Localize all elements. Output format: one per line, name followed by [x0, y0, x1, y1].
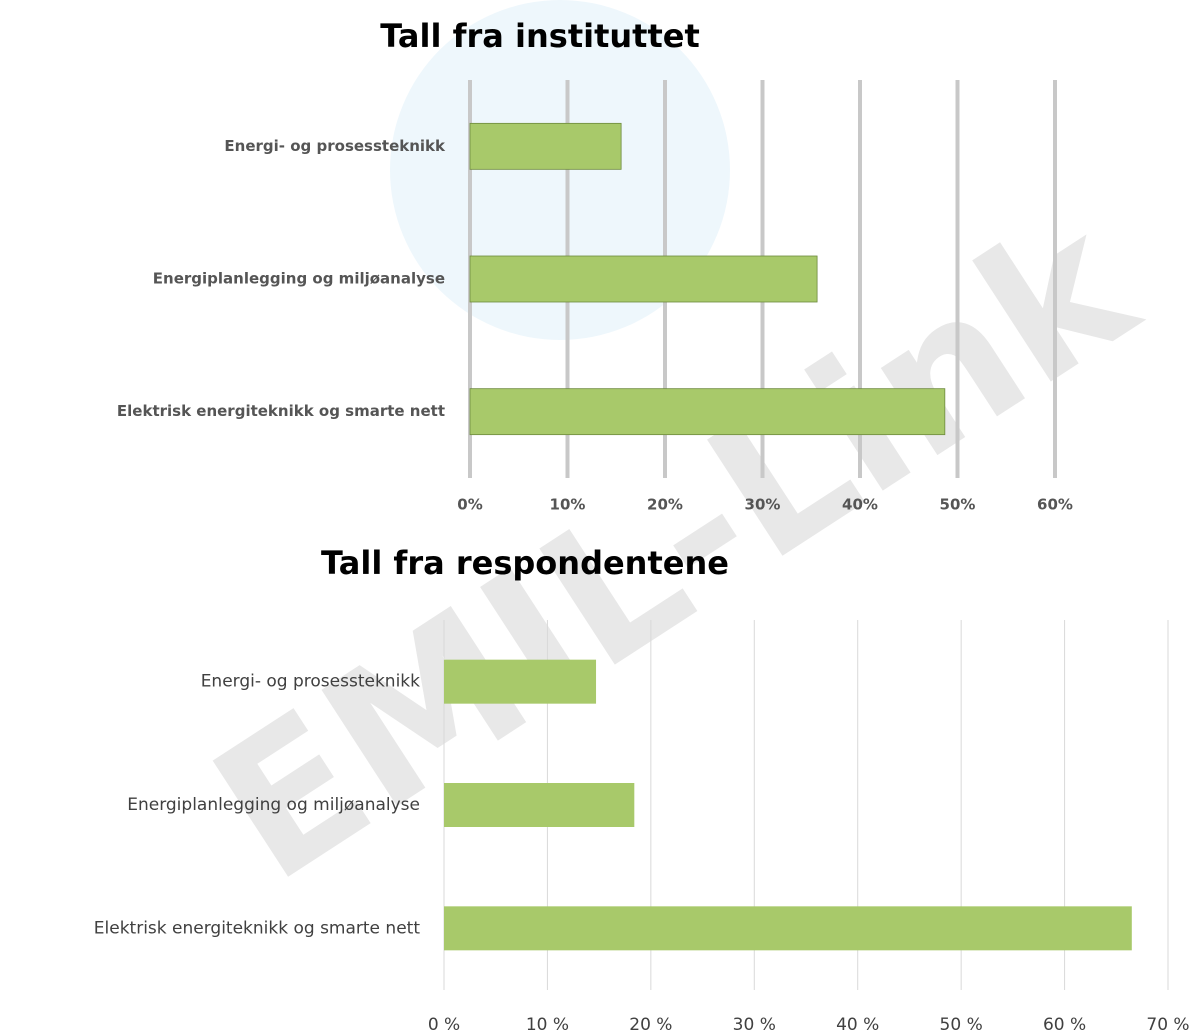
x-tick-label: 40 % — [836, 1015, 879, 1035]
x-tick-label: 10 % — [526, 1015, 569, 1035]
bar — [469, 255, 818, 303]
x-tick-label: 60% — [1037, 496, 1073, 514]
x-tick-label: 70 % — [1146, 1015, 1189, 1035]
y-tick-label: Energi- og prosessteknikk — [224, 137, 446, 155]
x-tick-label: 0% — [457, 496, 482, 514]
y-tick-label: Elektrisk energiteknikk og smarte nett — [117, 402, 445, 420]
x-tick-label: 30% — [745, 496, 781, 514]
chart-title: Tall fra respondentene — [321, 544, 729, 582]
y-tick-label: Elektrisk energiteknikk og smarte nett — [94, 918, 421, 938]
bar — [444, 659, 597, 704]
y-tick-label: Energiplanlegging og miljøanalyse — [153, 270, 445, 288]
bar — [469, 122, 622, 170]
x-tick-label: 20 % — [629, 1015, 672, 1035]
bar — [469, 388, 946, 436]
x-tick-label: 10% — [550, 496, 586, 514]
x-tick-label: 50 % — [940, 1015, 983, 1035]
y-tick-label: Energiplanlegging og miljøanalyse — [127, 795, 420, 815]
x-tick-label: 50% — [940, 496, 976, 514]
x-tick-label: 20% — [647, 496, 683, 514]
logo-background — [390, 0, 730, 340]
bar — [444, 783, 635, 827]
x-tick-label: 40% — [842, 496, 878, 514]
bar — [444, 906, 1132, 951]
y-tick-label: Energi- og prosessteknikk — [201, 672, 420, 692]
x-tick-label: 60 % — [1043, 1015, 1086, 1035]
chart-title: Tall fra instituttet — [380, 17, 700, 55]
x-tick-label: 30 % — [733, 1015, 776, 1035]
x-tick-label: 0 % — [428, 1015, 460, 1035]
